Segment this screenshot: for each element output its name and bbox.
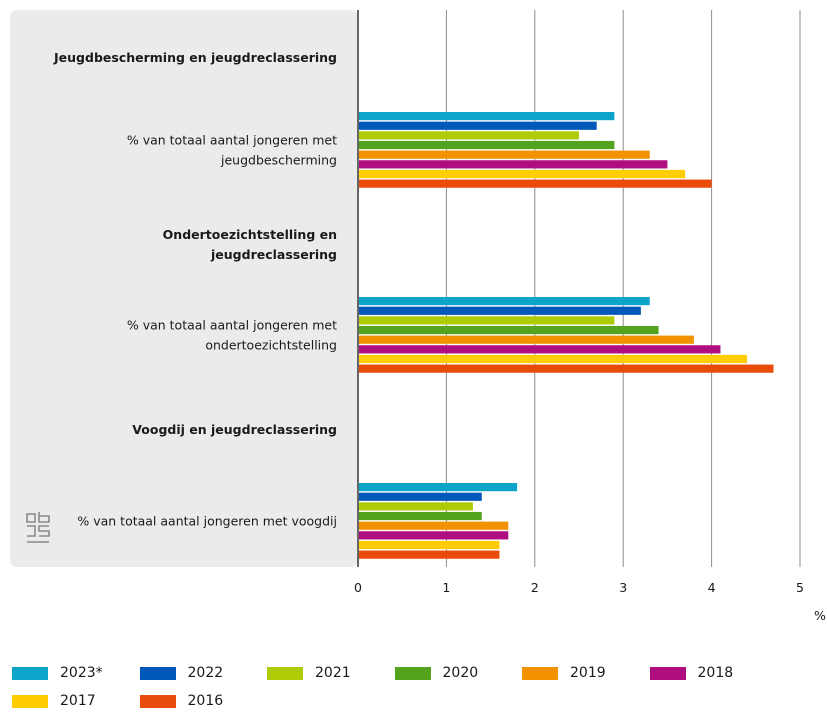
legend-label: 2023* xyxy=(60,665,103,681)
bar xyxy=(359,325,659,335)
category-heading: Ondertoezichtstelling en xyxy=(163,227,337,242)
legend-swatch xyxy=(12,666,48,680)
bar xyxy=(359,354,747,364)
legend-swatch xyxy=(139,666,176,680)
legend-label: 2018 xyxy=(697,665,734,681)
bar xyxy=(359,121,597,130)
legend-label: 2019 xyxy=(570,665,606,681)
legend-item: 2021 xyxy=(267,662,351,684)
bar xyxy=(359,131,579,140)
legend-item: 2019 xyxy=(522,662,606,684)
legend-swatch xyxy=(12,694,48,708)
category-heading: Jeugdbescherming en jeugdreclassering xyxy=(53,50,337,65)
bar xyxy=(359,511,482,521)
legend-item: 2022 xyxy=(139,662,224,684)
bar xyxy=(359,521,509,530)
legend-swatch xyxy=(139,694,176,708)
bar xyxy=(359,335,694,344)
legend-swatch xyxy=(394,666,431,680)
legend-item: 2020 xyxy=(394,662,479,684)
x-tick-label: 0 xyxy=(354,580,362,595)
x-tick-label: 1 xyxy=(442,580,450,595)
grid-lines xyxy=(357,10,801,567)
legend-item: 2023* xyxy=(12,662,103,684)
bar-chart: Jeugdbescherming en jeugdreclassering % v… xyxy=(10,10,826,623)
label-panel xyxy=(10,10,358,567)
bar xyxy=(359,112,615,121)
bar xyxy=(359,140,615,150)
legend-label: 2022 xyxy=(187,665,224,681)
bar xyxy=(359,160,668,169)
bar xyxy=(359,550,500,559)
bar xyxy=(359,316,615,325)
legend-swatch xyxy=(649,666,686,680)
bar xyxy=(359,306,641,315)
legend-item: 2016 xyxy=(139,690,224,712)
bar xyxy=(359,492,482,501)
legend-item: 2017 xyxy=(12,690,96,712)
bar xyxy=(359,169,686,179)
bar xyxy=(359,150,650,159)
bar xyxy=(359,483,518,492)
x-tick-label: 4 xyxy=(708,580,716,595)
category-label: ondertoezichtstelling xyxy=(205,338,337,353)
legend-swatch xyxy=(267,666,303,680)
legend-label: 2021 xyxy=(315,665,351,681)
bar xyxy=(359,364,774,373)
category-heading: jeugdreclassering xyxy=(210,247,337,262)
bar xyxy=(359,345,721,354)
bar xyxy=(359,531,509,540)
bar xyxy=(359,502,473,511)
category-label: % van totaal aantal jongeren met voogdij xyxy=(77,514,337,529)
bar xyxy=(359,297,650,306)
bar xyxy=(359,540,500,550)
x-tick-label: 3 xyxy=(619,580,627,595)
bar xyxy=(359,179,712,188)
category-label: % van totaal aantal jongeren met xyxy=(127,133,337,148)
category-labels: Jeugdbescherming en jeugdreclassering % v… xyxy=(53,50,337,529)
unit-label: % xyxy=(814,608,826,623)
category-label: jeugdbescherming xyxy=(220,153,337,168)
category-label: % van totaal aantal jongeren met xyxy=(127,318,337,333)
legend-swatch xyxy=(522,666,558,680)
legend-item: 2018 xyxy=(649,662,734,684)
bars xyxy=(359,112,774,559)
legend-label: 2020 xyxy=(442,665,479,681)
legend-label: 2017 xyxy=(60,693,96,709)
legend-label: 2016 xyxy=(187,693,224,709)
x-tick-label: 5 xyxy=(796,580,804,595)
category-heading: Voogdij en jeugdreclassering xyxy=(132,422,337,437)
x-axis-ticks: 0 1 2 3 4 5 xyxy=(354,580,804,595)
x-tick-label: 2 xyxy=(531,580,539,595)
cbs-logo-icon xyxy=(26,512,50,543)
